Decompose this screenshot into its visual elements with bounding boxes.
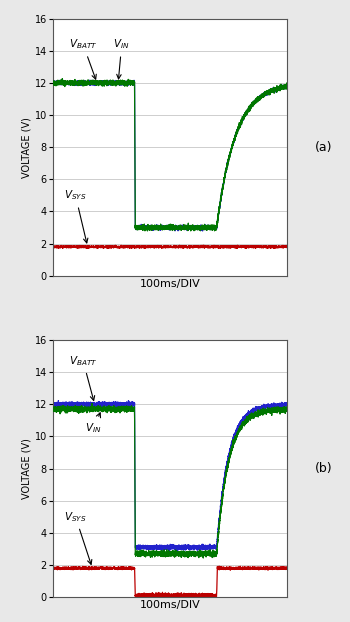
Text: $V_{BATT}$: $V_{BATT}$	[69, 354, 97, 401]
X-axis label: 100ms/DIV: 100ms/DIV	[139, 279, 200, 289]
Text: (b): (b)	[315, 462, 333, 475]
Text: $V_{BATT}$: $V_{BATT}$	[69, 37, 97, 79]
Text: $V_{IN}$: $V_{IN}$	[85, 413, 102, 435]
Y-axis label: VOLTAGE (V): VOLTAGE (V)	[22, 117, 32, 178]
Text: $V_{SYS}$: $V_{SYS}$	[64, 510, 92, 564]
Y-axis label: VOLTAGE (V): VOLTAGE (V)	[22, 438, 32, 499]
Text: (a): (a)	[315, 141, 332, 154]
Text: $V_{SYS}$: $V_{SYS}$	[64, 188, 88, 243]
Text: $V_{IN}$: $V_{IN}$	[113, 37, 130, 79]
X-axis label: 100ms/DIV: 100ms/DIV	[139, 600, 200, 610]
